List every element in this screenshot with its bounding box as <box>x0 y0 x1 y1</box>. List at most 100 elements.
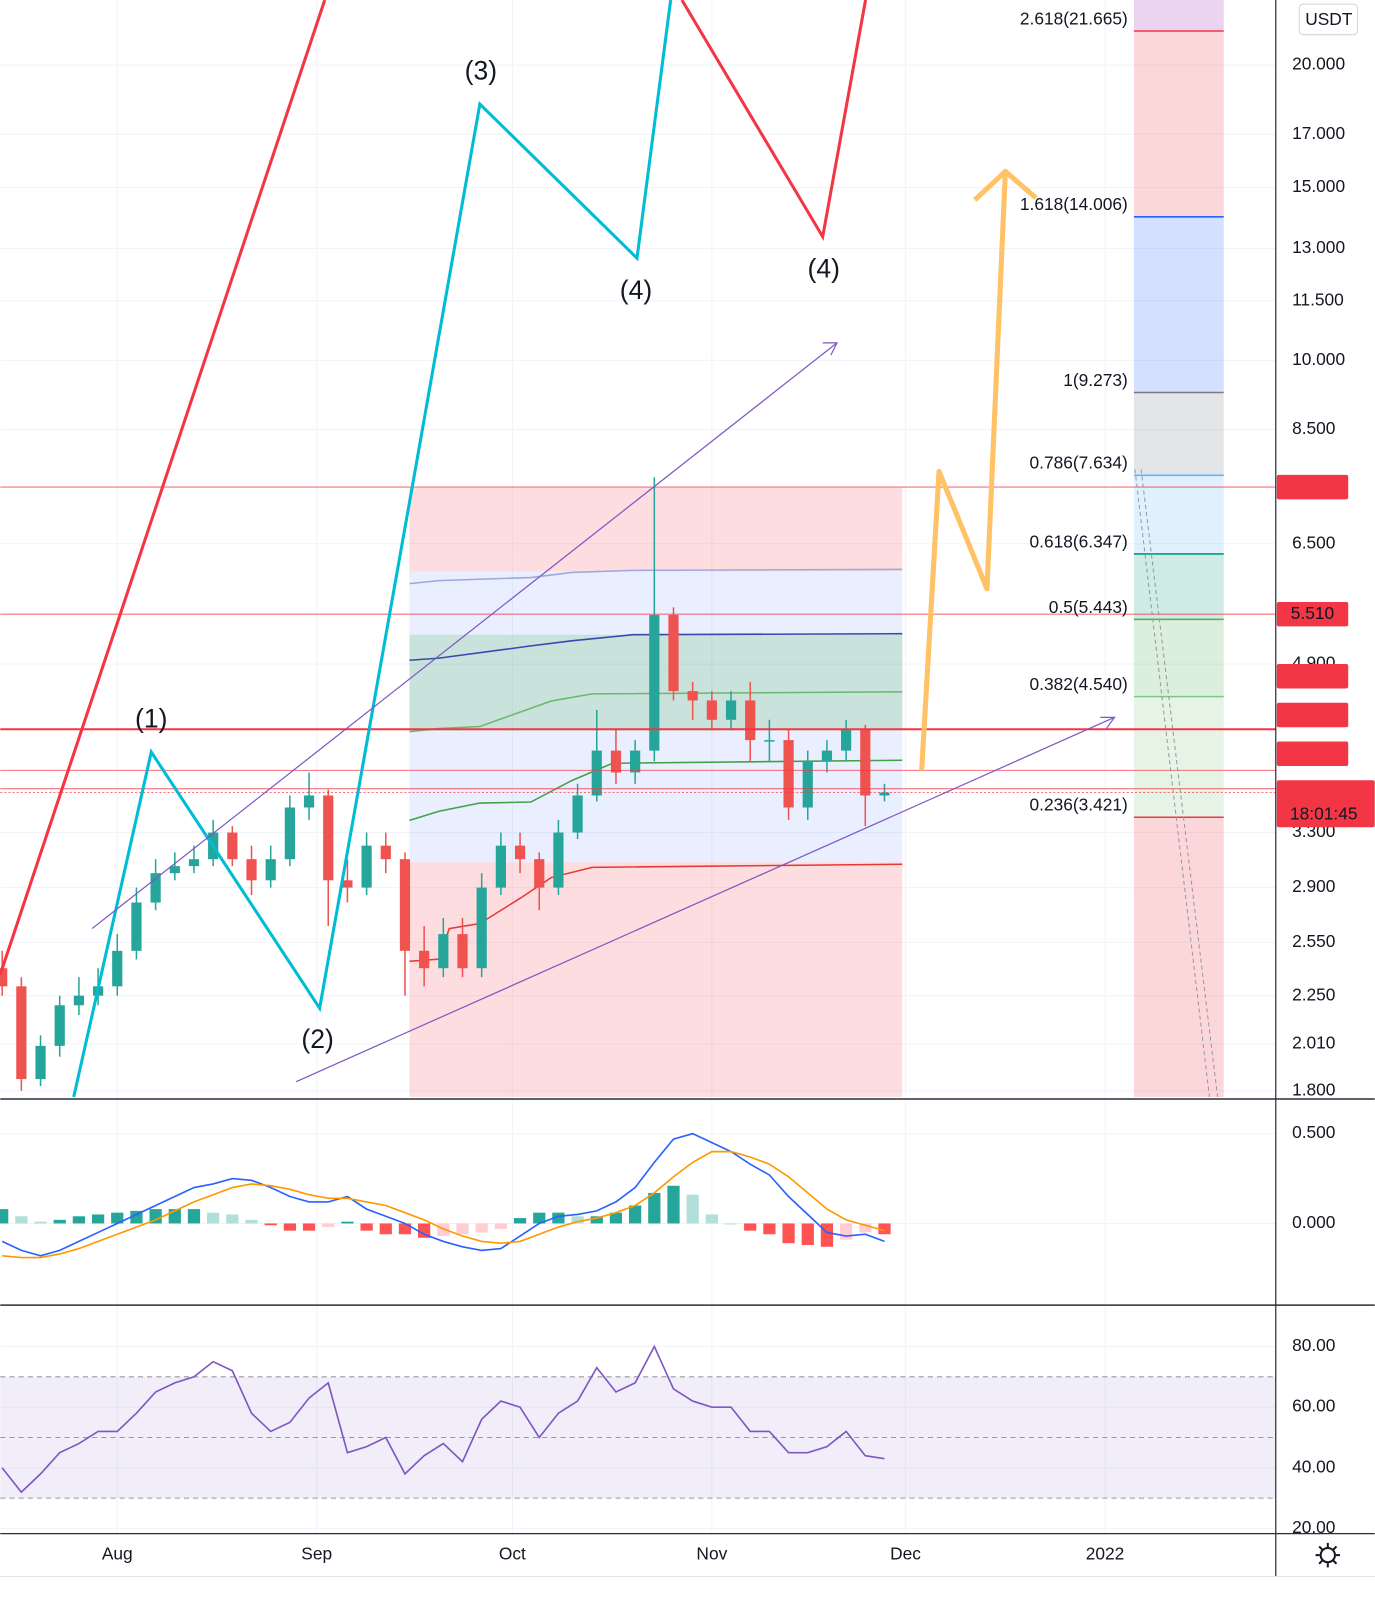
candle-body <box>112 950 123 987</box>
x-tick-label: Sep <box>301 1544 332 1564</box>
fib-label: 0.236(3.421) <box>1030 795 1128 815</box>
candle-body <box>860 729 871 796</box>
labels: Aug Sep Oct Nov Dec 2022 1.800 2.010 2.250 2.550 2… <box>102 8 1375 1564</box>
histogram-bar <box>283 1223 297 1231</box>
candle-body <box>265 859 276 881</box>
candle-body <box>323 795 334 881</box>
candle-body <box>303 795 315 808</box>
y-tick-label: 10.000 <box>1292 349 1345 369</box>
histogram-bar <box>782 1223 795 1244</box>
candle-body <box>745 700 756 741</box>
position-box <box>409 487 903 1097</box>
wave-line <box>0 0 327 975</box>
histogram-bar <box>744 1223 757 1231</box>
candle-body <box>630 750 641 773</box>
fib-zone <box>1133 553 1224 620</box>
candle-body <box>399 859 411 951</box>
fib-label: 0.382(4.540) <box>1030 674 1128 694</box>
candle-body <box>131 902 142 951</box>
histogram-bar <box>245 1219 258 1224</box>
drawings <box>0 0 1219 1098</box>
currency-label: USDT <box>1305 9 1353 29</box>
histogram-bar <box>552 1212 565 1224</box>
histogram-bar <box>629 1205 642 1224</box>
candle-body <box>725 700 737 720</box>
histogram-bar <box>533 1212 546 1224</box>
macd-line <box>2 1150 885 1259</box>
histogram-bar <box>456 1223 469 1235</box>
y-tick-label: 13.000 <box>1292 237 1345 257</box>
gear-teeth <box>1315 1542 1341 1568</box>
channel-line <box>295 716 1115 1083</box>
y-tick-label: 17.000 <box>1292 123 1345 143</box>
candle-body <box>591 750 602 796</box>
histogram-bar <box>475 1223 488 1233</box>
wave-label: (1) <box>135 703 167 733</box>
candle-body <box>380 845 391 860</box>
histogram-bar <box>15 1216 28 1224</box>
fib-zone <box>1133 817 1224 1097</box>
marks <box>0 477 1276 1494</box>
histogram-bar <box>264 1223 277 1226</box>
histogram-bar <box>820 1223 834 1247</box>
candle-body <box>188 859 200 867</box>
candle-body <box>821 750 833 762</box>
settings-icon[interactable] <box>1315 1542 1341 1568</box>
candle-body <box>284 807 295 860</box>
candle-body <box>54 1005 65 1046</box>
box-zone <box>409 487 903 572</box>
candle-body <box>169 866 180 874</box>
histogram-bar <box>571 1216 584 1224</box>
histogram-bar <box>341 1221 354 1224</box>
histogram-bar <box>494 1223 507 1229</box>
candle-body <box>150 873 161 903</box>
currency-box[interactable] <box>1298 3 1358 36</box>
fib-zone <box>1133 216 1224 393</box>
candle-body <box>802 761 813 808</box>
y-tick-label: 80.00 <box>1292 1335 1335 1355</box>
histogram-bar <box>418 1223 431 1238</box>
price-tag-label: 5.510 <box>1291 603 1334 623</box>
histogram-bar <box>667 1185 680 1224</box>
y-tick-label: 0.000 <box>1292 1212 1335 1232</box>
box-zone <box>409 862 903 1097</box>
fib-label: 2.618(21.665) <box>1020 8 1128 28</box>
candle-body <box>16 986 27 1080</box>
y-tick-label: 2.550 <box>1292 931 1335 951</box>
histogram-bar <box>513 1218 527 1224</box>
y-tick-label: 20.000 <box>1292 54 1345 74</box>
histogram-bar <box>34 1221 47 1224</box>
wave-line <box>72 0 673 1098</box>
fib-label: 1(9.273) <box>1063 370 1128 390</box>
candle-body <box>514 845 526 860</box>
candle-body <box>419 950 430 969</box>
candle-body <box>764 740 775 742</box>
price-tag <box>1276 702 1349 728</box>
candle-body <box>438 934 449 969</box>
y-tick-label: 6.500 <box>1292 532 1335 552</box>
y-tick-label: 60.00 <box>1292 1396 1335 1416</box>
histogram-bar <box>53 1219 66 1224</box>
wave-label: (3) <box>465 55 497 85</box>
candle-body <box>246 859 257 881</box>
histogram-bar <box>609 1212 623 1224</box>
histogram-bar <box>686 1194 699 1224</box>
histogram-bar <box>91 1214 105 1224</box>
histogram-bar <box>302 1223 316 1231</box>
y-tick-label: 40.00 <box>1292 1456 1335 1476</box>
candle-body <box>534 859 545 888</box>
histogram-bar <box>130 1210 143 1224</box>
candle-body <box>361 845 372 888</box>
arrow-head <box>822 342 838 356</box>
candle-body <box>0 968 8 987</box>
fib-zone <box>1133 696 1224 818</box>
grid <box>0 0 1276 1534</box>
histogram-bar <box>724 1223 738 1225</box>
arrow-head <box>973 168 1038 202</box>
histogram-bar <box>705 1214 718 1224</box>
x-tick-label: 2022 <box>1086 1544 1125 1564</box>
fib-label: 0.786(7.634) <box>1030 453 1128 473</box>
fib-label: 0.618(6.347) <box>1030 531 1128 551</box>
histogram-bar <box>859 1223 872 1233</box>
